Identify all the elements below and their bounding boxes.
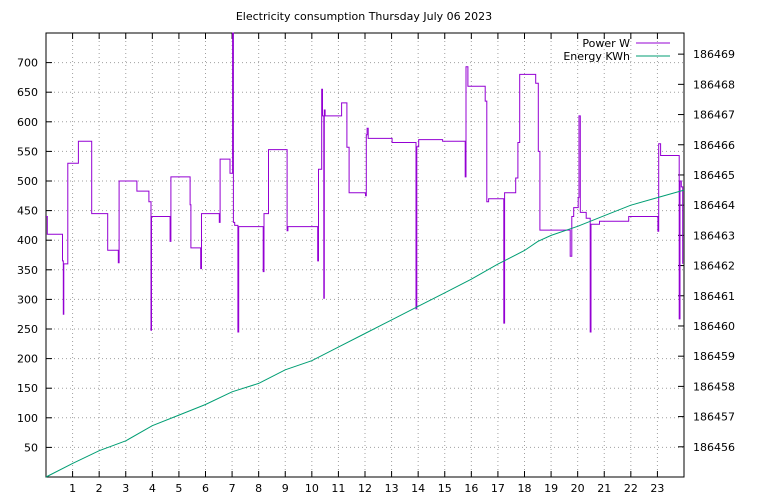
y-right-tick-label: 186460 [693,320,735,333]
x-tick-label: 3 [122,482,129,495]
y-left-tick-label: 250 [17,323,38,336]
y-left-tick-label: 500 [17,175,38,188]
x-tick-label: 15 [438,482,452,495]
y-right-tick-label: 186466 [693,139,735,152]
y-right-tick-label: 186457 [693,411,735,424]
x-tick-label: 18 [518,482,532,495]
x-tick-label: 16 [464,482,478,495]
y-right-tick-label: 186456 [693,441,735,454]
y-right-tick-label: 186464 [693,199,735,212]
x-tick-label: 23 [650,482,664,495]
x-tick-label: 22 [624,482,638,495]
legend-label: Power W [582,37,630,50]
x-tick-label: 5 [175,482,182,495]
x-tick-label: 7 [229,482,236,495]
y-right-tick-label: 186469 [693,48,735,61]
y-left-tick-label: 650 [17,86,38,99]
x-tick-label: 4 [149,482,156,495]
y-axis-left: 50 100 150 200 250 300 350 400 450 500 550 600 650 70… [17,57,52,454]
y-left-tick-label: 400 [17,234,38,247]
legend-label: Energy KWh [563,50,630,63]
x-tick-label: 11 [331,482,345,495]
x-tick-label: 19 [544,482,558,495]
y-left-tick-label: 150 [17,382,38,395]
y-left-tick-label: 600 [17,116,38,129]
grid [46,33,684,477]
x-tick-label: 8 [255,482,262,495]
x-tick-label: 12 [358,482,372,495]
series-energy-kwh-line [45,189,685,478]
y-right-tick-label: 186463 [693,229,735,242]
y-left-tick-label: 350 [17,264,38,277]
x-tick-label: 20 [571,482,585,495]
y-left-tick-label: 450 [17,205,38,218]
x-tick-label: 1 [69,482,76,495]
y-left-tick-label: 550 [17,145,38,158]
y-axis-right: 186456 186457 186458 186459 186460 186461 1864… [678,48,735,454]
y-left-tick-label: 100 [17,412,38,425]
x-tick-label: 2 [96,482,103,495]
y-left-tick-label: 200 [17,353,38,366]
y-right-tick-label: 186465 [693,169,735,182]
chart-title: Electricity consumption Thursday July 06… [236,10,492,23]
x-tick-label: 13 [385,482,399,495]
x-tick-label: 21 [597,482,611,495]
series-layer [45,32,685,478]
y-right-tick-label: 186459 [693,350,735,363]
x-tick-label: 17 [491,482,505,495]
y-right-tick-label: 186461 [693,290,735,303]
y-right-tick-label: 186468 [693,78,735,91]
x-tick-label: 6 [202,482,209,495]
x-tick-label: 10 [305,482,319,495]
series-power-w-line [46,32,684,333]
plot-frame [45,32,685,478]
x-axis: 1 2 3 4 5 6 7 8 9 10 11 12 13 14 15 16 17 18 19 20 21 22 23 [69,33,664,495]
x-tick-label: 14 [411,482,425,495]
y-left-tick-label: 300 [17,293,38,306]
y-left-tick-label: 700 [17,57,38,70]
y-left-tick-label: 50 [24,441,38,454]
y-right-tick-label: 186467 [693,109,735,122]
y-right-tick-label: 186462 [693,260,735,273]
x-tick-label: 9 [282,482,289,495]
y-right-tick-label: 186458 [693,380,735,393]
